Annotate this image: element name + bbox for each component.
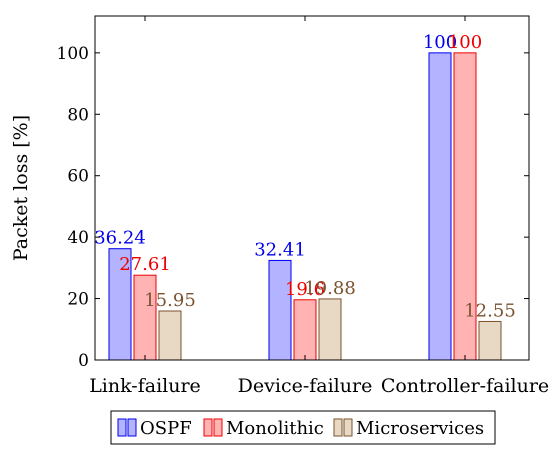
y-tick-label: 60: [67, 167, 89, 187]
y-tick-label: 100: [57, 44, 89, 64]
bar-monolithic-device-failure: [293, 299, 317, 361]
data-label-monolithic-controller-failure: 100: [448, 32, 482, 53]
data-label-ospf-device-failure: 32.41: [254, 239, 306, 260]
y-axis-ticks: 0 20 40 60 80 100: [57, 44, 529, 371]
legend-label-microservices: Microservices: [356, 418, 484, 439]
bar-microservices-link-failure: [158, 310, 182, 361]
data-label-microservices-link-failure: 15.95: [144, 290, 196, 311]
bar-ospf-controller-failure: [428, 52, 452, 361]
legend-box: [110, 410, 496, 445]
data-label-ospf-link-failure: 36.24: [94, 228, 146, 249]
data-label-monolithic-link-failure: 27.61: [119, 254, 171, 275]
bar-microservices-device-failure: [318, 298, 342, 361]
data-label-microservices-device-failure: 19.88: [304, 278, 356, 299]
legend-swatch-monolithic: [213, 418, 223, 437]
x-axis-ticks: Link-failure Device-failure Controller-fai…: [89, 16, 549, 397]
legend-swatch-ospf: [117, 418, 127, 437]
y-tick-label: 20: [67, 290, 89, 310]
x-tick-label-link-failure: Link-failure: [89, 375, 201, 397]
plot-frame: [94, 15, 530, 361]
data-label-microservices-controller-failure: 12.55: [464, 300, 516, 321]
bar-ospf-device-failure: [268, 259, 292, 361]
legend-label-monolithic: Monolithic: [226, 418, 324, 439]
bar-monolithic-link-failure: [133, 274, 157, 361]
legend-swatch-microservices: [333, 418, 343, 437]
x-tick-label-device-failure: Device-failure: [238, 375, 373, 397]
bars-layer: [108, 52, 502, 361]
legend-label-ospf: OSPF: [140, 418, 192, 439]
data-label-monolithic-device-failure: 19.6: [285, 279, 325, 300]
x-tick-label-controller-failure: Controller-failure: [381, 375, 549, 397]
legend-swatch-ospf: [127, 418, 137, 437]
y-tick-label: 40: [67, 228, 89, 248]
y-tick-label: 80: [67, 105, 89, 125]
data-label-ospf-controller-failure: 100: [423, 32, 457, 53]
y-tick-label: 0: [78, 351, 89, 371]
y-axis-label: Packet loss [%]: [10, 115, 32, 261]
legend-swatch-monolithic: [203, 418, 213, 437]
bar-microservices-controller-failure: [478, 320, 502, 361]
legend: OSPF Monolithic Microservices: [110, 410, 496, 445]
legend-swatch-microservices: [343, 418, 353, 437]
